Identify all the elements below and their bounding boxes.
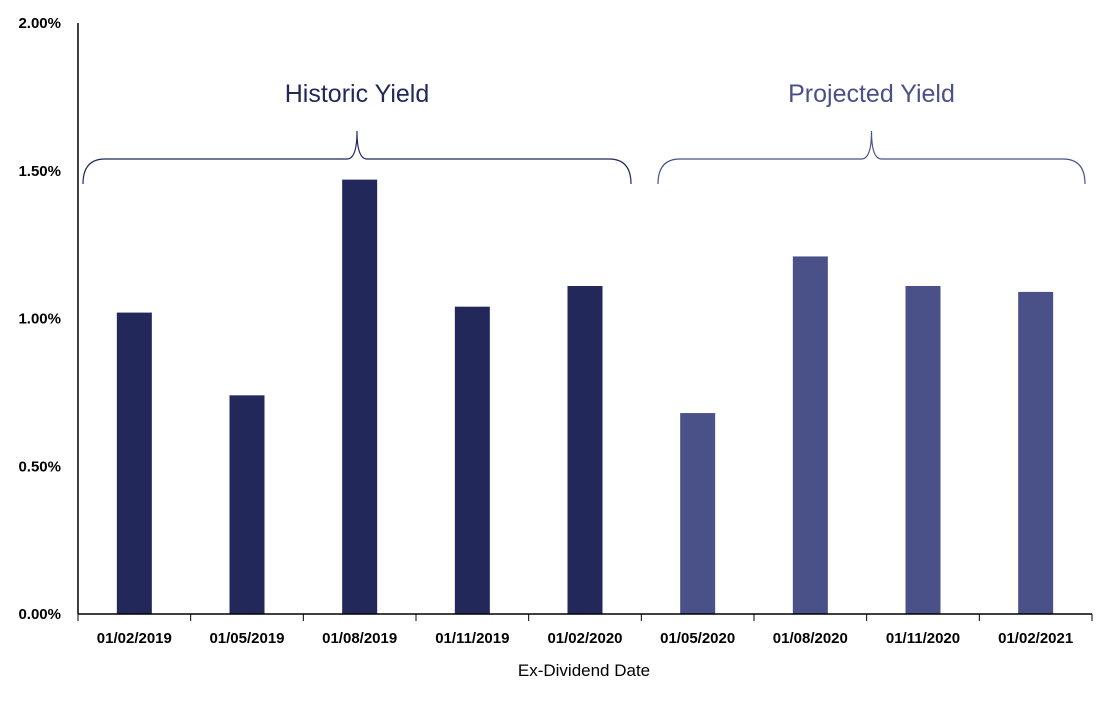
x-tick-label: 01/05/2020	[660, 630, 735, 647]
bars	[116, 179, 1054, 615]
bar	[792, 256, 828, 614]
y-tick-label: 0.00%	[18, 606, 61, 623]
x-tick-label: 01/02/2021	[998, 630, 1073, 647]
bar	[1018, 291, 1054, 614]
bar	[567, 285, 603, 614]
group-brace	[82, 130, 632, 185]
group-brace	[657, 130, 1086, 185]
group-label: Historic Yield	[285, 80, 430, 108]
bar	[229, 395, 265, 614]
y-tick-label: 1.00%	[18, 311, 61, 328]
x-tick-label: 01/08/2019	[322, 630, 397, 647]
x-tick-label: 01/02/2019	[97, 630, 172, 647]
x-axis-label: Ex-Dividend Date	[518, 661, 650, 680]
group-braces: Historic Yield Projected Yield	[82, 80, 1086, 185]
y-axis: 0.00% 0.50% 1.00% 1.50% 2.00%	[18, 15, 79, 623]
x-tick-label: 01/11/2020	[886, 630, 960, 647]
bar	[116, 312, 152, 614]
x-axis: 01/02/2019 01/05/2019 01/08/2019 01/11/2019…	[77, 613, 1093, 647]
y-tick-label: 2.00%	[18, 15, 61, 32]
bar	[680, 413, 716, 614]
x-tick-label: 01/11/2019	[435, 630, 509, 647]
x-tick-label: 01/02/2020	[547, 630, 622, 647]
group-label: Projected Yield	[788, 80, 955, 108]
y-tick-label: 0.50%	[18, 458, 61, 475]
bar	[342, 179, 378, 615]
bar	[905, 285, 941, 614]
x-tick-label: 01/05/2019	[209, 630, 284, 647]
y-tick-label: 1.50%	[18, 163, 61, 180]
x-tick-label: 01/08/2020	[773, 630, 848, 647]
bar	[454, 306, 490, 614]
